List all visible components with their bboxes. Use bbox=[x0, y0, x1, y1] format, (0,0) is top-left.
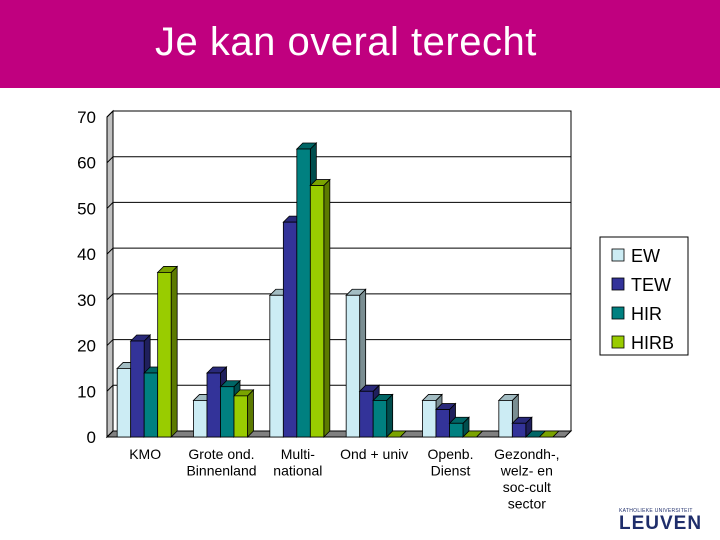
bar bbox=[309, 178, 331, 438]
bar-front bbox=[422, 400, 437, 438]
gridline bbox=[106, 430, 571, 438]
bars bbox=[116, 142, 560, 438]
bar-front bbox=[296, 148, 311, 438]
bar-front bbox=[282, 221, 298, 438]
legend-label: HIR bbox=[631, 304, 662, 324]
bar-front bbox=[116, 368, 132, 438]
legend-swatch bbox=[611, 277, 625, 291]
bar-side bbox=[323, 178, 331, 438]
bar-top bbox=[385, 430, 408, 438]
bar-front bbox=[157, 272, 172, 438]
y-tick-label: 0 bbox=[87, 428, 96, 447]
legend-label: HIRB bbox=[631, 333, 674, 353]
y-tick-label: 50 bbox=[77, 199, 96, 218]
slide-title: Je kan overal terecht bbox=[155, 20, 537, 64]
legend: EW TEW HIR HIRB bbox=[599, 236, 689, 356]
x-tick-label: Ond + univ bbox=[340, 446, 408, 462]
university-logo: KATHOLIEKE UNIVERSITEIT LEUVEN bbox=[615, 508, 705, 534]
bar-side bbox=[247, 388, 254, 438]
logo-top-text: KATHOLIEKE UNIVERSITEIT bbox=[619, 508, 693, 514]
logo-main-text: LEUVEN bbox=[619, 513, 703, 534]
bar-front bbox=[206, 372, 221, 438]
bar-front bbox=[309, 185, 325, 438]
y-tick-label: 20 bbox=[77, 337, 96, 356]
bar bbox=[385, 430, 408, 438]
x-tick-label: KMO bbox=[129, 446, 161, 462]
bar-front bbox=[143, 372, 159, 438]
bar-front bbox=[372, 400, 388, 438]
gridline bbox=[106, 339, 571, 346]
bar-front bbox=[130, 340, 145, 438]
bar bbox=[156, 265, 179, 438]
gridline bbox=[106, 384, 571, 392]
bar-side bbox=[170, 265, 178, 438]
bar-front bbox=[359, 390, 374, 438]
gridline bbox=[106, 201, 571, 209]
gridline bbox=[106, 293, 571, 301]
bar bbox=[233, 388, 255, 438]
y-tick-label: 40 bbox=[77, 245, 96, 264]
legend-swatch bbox=[611, 335, 625, 349]
back-wall bbox=[112, 110, 572, 432]
bar-front bbox=[345, 294, 361, 438]
bar-front bbox=[233, 395, 248, 438]
bar bbox=[372, 393, 394, 438]
plot-area: 0 10 20 30 40 50 60 70 KMO Grote ond. Binnenland Mu… bbox=[77, 108, 573, 512]
x-tick-label: Grote ond. Binnenland bbox=[186, 446, 256, 479]
x-tick-label: Multi-national bbox=[273, 446, 322, 479]
y-tick-label: 10 bbox=[77, 382, 96, 401]
gridline bbox=[106, 110, 571, 118]
legend-label: EW bbox=[631, 246, 660, 266]
bar-top bbox=[462, 430, 484, 438]
bar bbox=[462, 430, 484, 438]
bar-front bbox=[498, 400, 513, 438]
bar-front bbox=[511, 422, 527, 438]
y-tick-label: 70 bbox=[77, 108, 96, 127]
title-bar: Je kan overal terecht bbox=[0, 0, 720, 88]
legend-label: TEW bbox=[631, 275, 671, 295]
y-tick-label: 60 bbox=[77, 154, 96, 173]
bar bbox=[538, 430, 560, 438]
gridline bbox=[106, 156, 571, 164]
legend-swatch bbox=[611, 248, 625, 262]
x-tick-label: Openb. Dienst bbox=[428, 446, 474, 479]
bar-side bbox=[386, 393, 394, 438]
bar-front bbox=[435, 409, 450, 438]
x-tick-label: Gezondh-, welz- en soc-cult sector bbox=[494, 446, 559, 512]
gridline bbox=[106, 247, 571, 255]
bar-top bbox=[538, 430, 560, 438]
bar-front bbox=[193, 400, 208, 438]
bar-front bbox=[220, 386, 235, 438]
bar-front bbox=[449, 422, 464, 438]
y-tick-label: 30 bbox=[77, 291, 96, 310]
bar-front bbox=[269, 294, 284, 438]
legend-swatch bbox=[611, 306, 625, 320]
bar bbox=[511, 416, 533, 438]
